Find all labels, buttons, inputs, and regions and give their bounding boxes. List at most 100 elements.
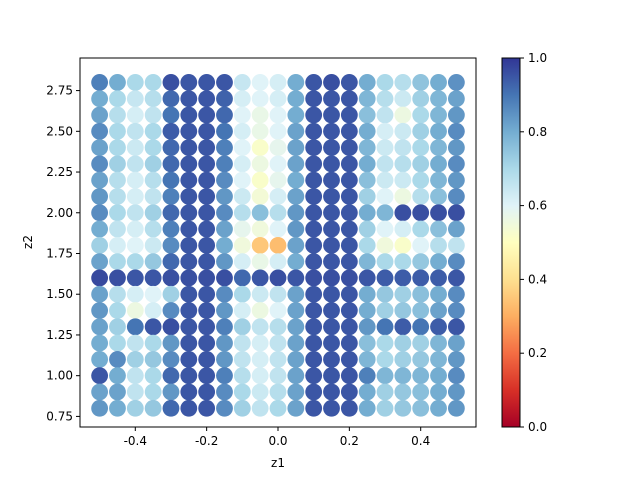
scatter-point bbox=[162, 106, 180, 124]
scatter-point bbox=[91, 350, 109, 368]
scatter-point bbox=[126, 318, 144, 336]
scatter-point bbox=[198, 350, 216, 368]
scatter-point bbox=[162, 269, 180, 287]
scatter-point bbox=[323, 350, 340, 368]
scatter-point bbox=[251, 334, 269, 352]
scatter-point bbox=[198, 285, 216, 303]
scatter-point bbox=[447, 318, 465, 336]
scatter-point bbox=[251, 74, 269, 91]
scatter-point bbox=[144, 155, 162, 173]
scatter-point bbox=[126, 269, 144, 287]
scatter-point bbox=[233, 171, 251, 189]
scatter-point bbox=[412, 269, 430, 287]
scatter-point bbox=[412, 350, 430, 368]
scatter-point bbox=[91, 155, 109, 173]
scatter-point bbox=[251, 139, 269, 157]
scatter-point bbox=[216, 139, 233, 157]
scatter-point bbox=[287, 285, 305, 303]
scatter-point bbox=[340, 74, 358, 91]
scatter-point bbox=[269, 253, 287, 271]
scatter-point bbox=[198, 74, 216, 91]
scatter-point bbox=[216, 122, 233, 140]
scatter-point bbox=[340, 350, 358, 368]
scatter-point bbox=[198, 318, 216, 336]
scatter-point bbox=[269, 334, 287, 352]
scatter-point bbox=[376, 334, 394, 352]
scatter-point bbox=[216, 90, 233, 108]
scatter-point bbox=[91, 285, 109, 303]
scatter-point bbox=[126, 236, 144, 254]
scatter-point bbox=[430, 399, 447, 417]
scatter-point bbox=[430, 269, 447, 287]
scatter-point bbox=[126, 171, 144, 189]
scatter-point bbox=[447, 155, 465, 173]
scatter-point bbox=[323, 399, 340, 417]
scatter-point bbox=[376, 350, 394, 368]
scatter-point bbox=[323, 90, 340, 108]
scatter-point bbox=[287, 155, 305, 173]
scatter-point bbox=[412, 367, 430, 385]
scatter-point bbox=[323, 367, 340, 385]
scatter-point bbox=[180, 302, 198, 319]
scatter-point bbox=[394, 318, 412, 336]
scatter-point bbox=[144, 74, 162, 91]
scatter-point bbox=[412, 334, 430, 352]
scatter-point bbox=[430, 383, 447, 401]
scatter-point bbox=[447, 253, 465, 271]
scatter-point bbox=[340, 220, 358, 238]
scatter-point bbox=[287, 139, 305, 157]
scatter-point bbox=[91, 318, 109, 336]
scatter-point bbox=[447, 106, 465, 124]
scatter-point bbox=[412, 155, 430, 173]
scatter-point bbox=[251, 204, 269, 222]
scatter-point bbox=[358, 74, 376, 91]
colorbar-tick-label: 0.8 bbox=[528, 125, 547, 139]
scatter-point bbox=[447, 171, 465, 189]
scatter-point bbox=[358, 302, 376, 319]
scatter-point bbox=[162, 90, 180, 108]
scatter-point bbox=[376, 155, 394, 173]
y-tick-label: 0.75 bbox=[46, 409, 73, 423]
scatter-point bbox=[216, 204, 233, 222]
scatter-point bbox=[180, 106, 198, 124]
scatter-point bbox=[91, 106, 109, 124]
scatter-point bbox=[144, 188, 162, 205]
scatter-point bbox=[144, 367, 162, 385]
scatter-point bbox=[162, 285, 180, 303]
colorbar-tick-label: 1.0 bbox=[528, 51, 547, 65]
scatter-point bbox=[430, 171, 447, 189]
scatter-point bbox=[305, 383, 323, 401]
scatter-point bbox=[376, 188, 394, 205]
scatter-point bbox=[233, 188, 251, 205]
scatter-point bbox=[358, 269, 376, 287]
scatter-point bbox=[430, 318, 447, 336]
scatter-point bbox=[305, 188, 323, 205]
scatter-point bbox=[198, 367, 216, 385]
scatter-point bbox=[287, 220, 305, 238]
scatter-point bbox=[216, 106, 233, 124]
scatter-point bbox=[287, 253, 305, 271]
scatter-point bbox=[358, 106, 376, 124]
scatter-point bbox=[394, 269, 412, 287]
scatter-point bbox=[126, 188, 144, 205]
scatter-point bbox=[340, 302, 358, 319]
scatter-point bbox=[376, 399, 394, 417]
scatter-point bbox=[394, 90, 412, 108]
scatter-point bbox=[233, 106, 251, 124]
scatter-point bbox=[233, 383, 251, 401]
scatter-point bbox=[162, 253, 180, 271]
scatter-point bbox=[287, 204, 305, 222]
scatter-point bbox=[109, 302, 126, 319]
scatter-point bbox=[305, 90, 323, 108]
scatter-point bbox=[198, 106, 216, 124]
scatter-point bbox=[394, 155, 412, 173]
scatter-point bbox=[109, 350, 126, 368]
scatter-point bbox=[198, 220, 216, 238]
scatter-point bbox=[394, 236, 412, 254]
y-tick-label: 2.00 bbox=[46, 206, 73, 220]
scatter-point bbox=[233, 399, 251, 417]
scatter-point bbox=[447, 399, 465, 417]
scatter-point bbox=[269, 139, 287, 157]
scatter-point bbox=[412, 253, 430, 271]
scatter-point bbox=[233, 220, 251, 238]
